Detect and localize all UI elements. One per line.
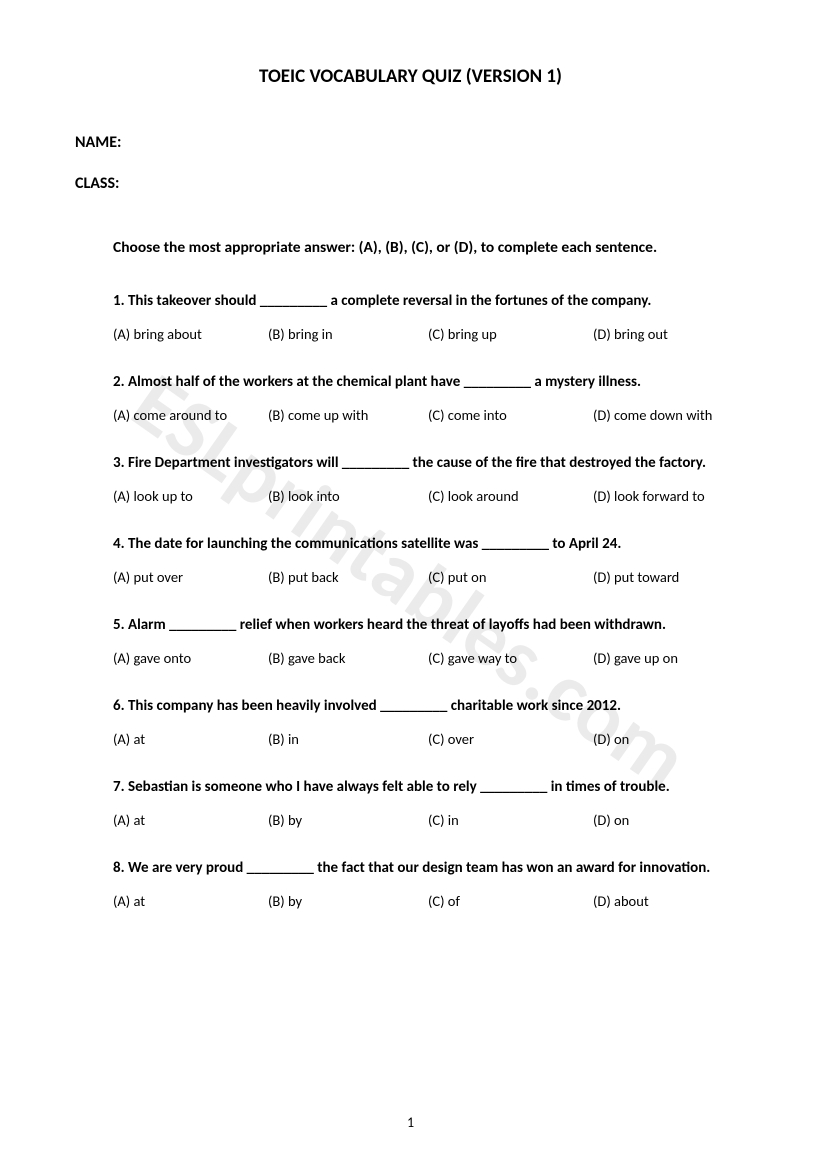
option-d: (D) bring out: [593, 325, 746, 343]
question-1: 1. This takeover should _________ a comp…: [113, 292, 746, 343]
option-d: (D) gave up on: [593, 649, 746, 667]
option-c: (C) bring up: [428, 325, 593, 343]
question-text: 1. This takeover should _________ a comp…: [113, 292, 746, 310]
option-b: (B) come up with: [268, 406, 428, 424]
option-b: (B) by: [268, 811, 428, 829]
option-a: (A) bring about: [113, 325, 268, 343]
question-text: 8. We are very proud _________ the fact …: [113, 859, 746, 877]
option-c: (C) over: [428, 730, 593, 748]
option-b: (B) gave back: [268, 649, 428, 667]
instruction-text: Choose the most appropriate answer: (A),…: [113, 238, 746, 257]
option-d: (D) on: [593, 730, 746, 748]
option-b: (B) put back: [268, 568, 428, 586]
option-d: (D) come down with: [593, 406, 746, 424]
question-text: 7. Sebastian is someone who I have alway…: [113, 778, 746, 796]
question-3: 3. Fire Department investigators will __…: [113, 454, 746, 505]
option-b: (B) in: [268, 730, 428, 748]
question-5: 5. Alarm _________ relief when workers h…: [113, 616, 746, 667]
question-text: 5. Alarm _________ relief when workers h…: [113, 616, 746, 634]
class-field-label: CLASS:: [75, 174, 746, 193]
option-c: (C) gave way to: [428, 649, 593, 667]
option-b: (B) by: [268, 892, 428, 910]
option-c: (C) of: [428, 892, 593, 910]
question-text: 6. This company has been heavily involve…: [113, 697, 746, 715]
option-a: (A) look up to: [113, 487, 268, 505]
option-b: (B) bring in: [268, 325, 428, 343]
option-c: (C) put on: [428, 568, 593, 586]
option-a: (A) at: [113, 730, 268, 748]
question-text: 4. The date for launching the communicat…: [113, 535, 746, 553]
question-4: 4. The date for launching the communicat…: [113, 535, 746, 586]
option-c: (C) in: [428, 811, 593, 829]
option-b: (B) look into: [268, 487, 428, 505]
option-c: (C) look around: [428, 487, 593, 505]
question-6: 6. This company has been heavily involve…: [113, 697, 746, 748]
option-d: (D) about: [593, 892, 746, 910]
question-7: 7. Sebastian is someone who I have alway…: [113, 778, 746, 829]
question-8: 8. We are very proud _________ the fact …: [113, 859, 746, 910]
question-text: 2. Almost half of the workers at the che…: [113, 373, 746, 391]
option-d: (D) look forward to: [593, 487, 746, 505]
name-field-label: NAME:: [75, 133, 746, 152]
page-number: 1: [407, 1114, 414, 1131]
option-a: (A) come around to: [113, 406, 268, 424]
option-a: (A) gave onto: [113, 649, 268, 667]
option-d: (D) on: [593, 811, 746, 829]
option-d: (D) put toward: [593, 568, 746, 586]
question-2: 2. Almost half of the workers at the che…: [113, 373, 746, 424]
option-c: (C) come into: [428, 406, 593, 424]
page-title: TOEIC VOCABULARY QUIZ (VERSION 1): [75, 65, 746, 88]
question-text: 3. Fire Department investigators will __…: [113, 454, 746, 472]
option-a: (A) put over: [113, 568, 268, 586]
option-a: (A) at: [113, 892, 268, 910]
option-a: (A) at: [113, 811, 268, 829]
